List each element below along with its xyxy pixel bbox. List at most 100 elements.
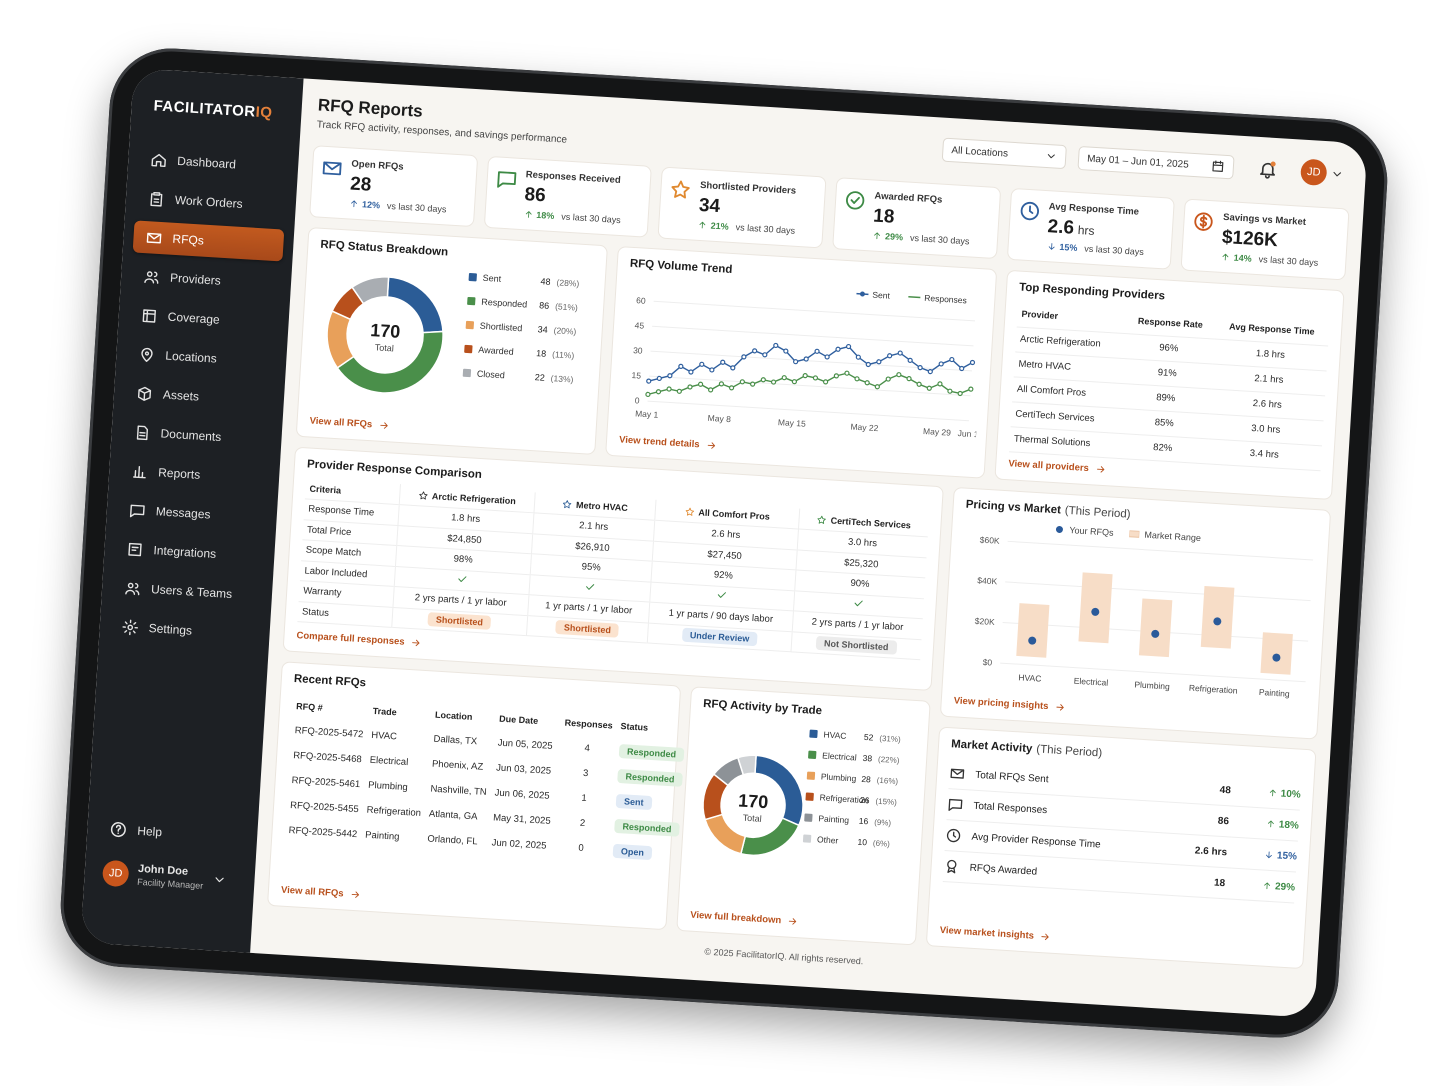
- icon: [699, 221, 706, 229]
- location-filter[interactable]: All Locations: [941, 137, 1067, 170]
- icon-path: [1222, 253, 1229, 261]
- kpi-row: Open RFQs 28 12% vs last 30 days Responses R…: [309, 145, 1350, 281]
- icon: [129, 504, 145, 517]
- provider-header: Metro HVAC: [533, 492, 657, 521]
- status-badge: Shortlisted: [427, 612, 492, 631]
- market-change-value: 29%: [1274, 880, 1296, 893]
- your-price: [1272, 653, 1281, 662]
- kpi-unit: hrs: [1077, 223, 1095, 239]
- icon-path: [110, 822, 126, 838]
- kpi-period: vs last 30 days: [735, 222, 796, 236]
- view-link[interactable]: View all RFQs: [309, 415, 389, 431]
- header-user[interactable]: JD: [1299, 158, 1345, 188]
- notifications[interactable]: [1257, 159, 1278, 183]
- nav-item[interactable]: Reports: [118, 454, 270, 495]
- icon: [1194, 212, 1214, 231]
- nav-item[interactable]: Work Orders: [135, 181, 287, 222]
- icon: [412, 639, 420, 647]
- nav-item[interactable]: Integrations: [114, 532, 266, 573]
- view-link[interactable]: View all RFQs: [281, 885, 361, 901]
- nav-label: Coverage: [167, 309, 221, 327]
- view-link[interactable]: View pricing insights: [953, 695, 1065, 713]
- icon: [586, 583, 595, 590]
- nav-item[interactable]: Users & Teams: [111, 571, 263, 612]
- legend-swatch: [468, 272, 477, 282]
- nav-item[interactable]: Settings: [109, 610, 261, 651]
- nav-label: Settings: [148, 621, 193, 638]
- icon: [1048, 243, 1055, 250]
- nav-item[interactable]: Coverage: [128, 298, 280, 339]
- icon-path: [137, 386, 152, 401]
- nav-item[interactable]: Assets: [123, 376, 275, 417]
- cell: Nashville, TN: [430, 783, 488, 798]
- series-point: [676, 388, 682, 394]
- status-badge: Open: [612, 843, 653, 860]
- market-row: Total Responses 86 18%: [946, 789, 1300, 842]
- view-link[interactable]: View trend details: [619, 434, 717, 451]
- kpi-value: $126K: [1221, 226, 1279, 252]
- series-point: [750, 381, 756, 387]
- nav-item[interactable]: Messages: [116, 493, 268, 534]
- series-point: [687, 384, 693, 390]
- icon-path: [1212, 160, 1224, 172]
- icon-path: [874, 232, 880, 240]
- help-link[interactable]: Help: [109, 820, 163, 841]
- market-range: [1016, 603, 1050, 658]
- user-menu[interactable]: JD John Doe Facility Manager: [101, 859, 227, 894]
- series-point: [916, 381, 922, 387]
- nav-item[interactable]: Locations: [125, 337, 277, 378]
- nav-item[interactable]: RFQs: [132, 220, 285, 262]
- series-point: [864, 380, 870, 386]
- icon: [718, 591, 727, 598]
- nav-item[interactable]: Documents: [121, 415, 273, 456]
- date-range[interactable]: May 01 – Jun 01, 2025: [1077, 145, 1235, 180]
- icon: [1222, 253, 1229, 261]
- donut-segment: [704, 813, 747, 855]
- legend-percent: (28%): [556, 277, 579, 288]
- series-point: [885, 376, 891, 382]
- page-title: RFQ Reports: [317, 95, 424, 121]
- kpi-body: Responses Received 86 18% vs last 30 days: [523, 169, 623, 225]
- legend-value: 34: [537, 324, 548, 335]
- icon-path: [122, 619, 139, 635]
- icon-path: [525, 211, 532, 218]
- icon-path: [707, 442, 715, 449]
- view-link[interactable]: View market insights: [939, 925, 1051, 943]
- logo[interactable]: FACILITATORIQ: [153, 97, 273, 121]
- market-change: 18%: [1239, 816, 1299, 831]
- grid-line: [649, 375, 971, 397]
- view-link[interactable]: View all providers: [1008, 458, 1106, 475]
- legend-value: 10: [857, 837, 867, 848]
- cell: [793, 590, 924, 619]
- tablet-frame: FACILITATORIQ Dashboard Work Orders RFQs Pr…: [57, 44, 1391, 1042]
- view-link[interactable]: Compare full responses: [296, 630, 422, 649]
- market-row: RFQs Awarded 18 29%: [942, 851, 1296, 904]
- grid-line: [650, 350, 973, 372]
- series-point: [896, 372, 902, 378]
- provider-header: CertiTech Services: [798, 508, 930, 537]
- legend-label: Responses: [924, 293, 967, 306]
- nav-item[interactable]: Dashboard: [137, 143, 289, 184]
- nav-item[interactable]: Providers: [130, 259, 282, 300]
- status-cell: Open: [608, 838, 682, 867]
- legend-percent: (31%): [879, 734, 901, 744]
- legend-swatch: [805, 792, 814, 801]
- grid-line: [653, 300, 976, 322]
- icon: [707, 442, 715, 449]
- view-link[interactable]: View full breakdown: [690, 910, 799, 928]
- x-tick-label: Refrigeration: [1189, 683, 1238, 696]
- provider-name: Arctic Refrigeration: [431, 490, 517, 506]
- cell: [649, 581, 795, 611]
- legend-line: [908, 296, 921, 299]
- icon: [874, 232, 880, 240]
- cell: 0: [578, 842, 585, 854]
- series-point: [906, 376, 912, 382]
- kpi-period: vs last 30 days: [1258, 254, 1319, 268]
- market-change: 29%: [1235, 878, 1296, 893]
- series-point: [770, 379, 777, 385]
- legend-value: 22: [534, 372, 545, 383]
- icon: [125, 582, 140, 595]
- x-tick-label: May 15: [778, 417, 807, 429]
- icon-path: [215, 877, 224, 883]
